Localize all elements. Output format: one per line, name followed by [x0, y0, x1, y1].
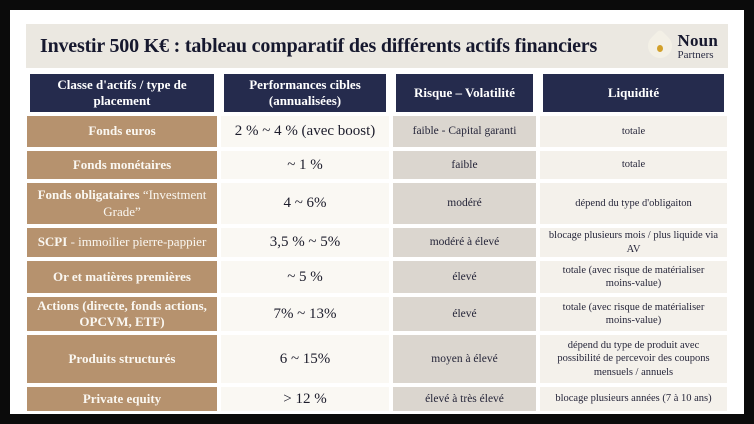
title-bar: Investir 500 K€ : tableau comparatif des… — [26, 24, 728, 68]
asset-class-cell: Fonds monétaires — [27, 151, 217, 179]
page-title: Investir 500 K€ : tableau comparatif des… — [40, 34, 598, 57]
performance-cell: 2 % ~ 4 % (avec boost) — [221, 116, 389, 147]
liquidity-cell: totale — [540, 116, 727, 147]
asset-class-cell: SCPI - immoilier pierre-pappier — [27, 228, 217, 257]
asset-class-cell: Actions (directe, fonds actions, OPCVM, … — [27, 297, 217, 331]
liquidity-cell: blocage plusieurs mois / plus liquide vi… — [540, 228, 727, 257]
comparison-table: Classe d'actifs / type de placement Perf… — [27, 74, 727, 411]
risk-cell: moyen à élevé — [393, 335, 536, 383]
asset-class-cell: Fonds obligataires “Investment Grade” — [27, 183, 217, 224]
risk-cell: faible - Capital garanti — [393, 116, 536, 147]
liquidity-cell: totale — [540, 151, 727, 179]
asset-class-cell: Produits structurés — [27, 335, 217, 383]
performance-cell: 3,5 % ~ 5% — [221, 228, 389, 257]
performance-cell: 6 ~ 15% — [221, 335, 389, 383]
liquidity-cell: totale (avec risque de matérialiser moin… — [540, 297, 727, 331]
liquidity-cell: totale (avec risque de matérialiser moin… — [540, 261, 727, 293]
column-header-performance: Performances cibles (annualisées) — [224, 74, 386, 112]
risk-cell: élevé à très élevé — [393, 387, 536, 411]
drop-logo-icon — [642, 29, 677, 63]
asset-class-cell: Or et matières premières — [27, 261, 217, 293]
risk-cell: modéré — [393, 183, 536, 224]
column-header-liquidity: Liquidité — [543, 74, 724, 112]
risk-cell: modéré à élevé — [393, 228, 536, 257]
risk-cell: élevé — [393, 261, 536, 293]
risk-cell: élevé — [393, 297, 536, 331]
column-header-risk: Risque – Volatilité — [396, 74, 533, 112]
performance-cell: ~ 5 % — [221, 261, 389, 293]
performance-cell: 7% ~ 13% — [221, 297, 389, 331]
liquidity-cell: dépend du type d'obligaiton — [540, 183, 727, 224]
performance-cell: 4 ~ 6% — [221, 183, 389, 224]
noun-partners-logo: Noun Partners — [642, 29, 721, 63]
performance-cell: ~ 1 % — [221, 151, 389, 179]
liquidity-cell: blocage plusieurs années (7 à 10 ans) — [540, 387, 727, 411]
performance-cell: > 12 % — [221, 387, 389, 411]
column-header-asset-class: Classe d'actifs / type de placement — [30, 74, 214, 112]
risk-cell: faible — [393, 151, 536, 179]
asset-class-cell: Fonds euros — [27, 116, 217, 147]
logo-name: Noun — [677, 30, 718, 50]
asset-class-cell: Private equity — [27, 387, 217, 411]
logo-tagline: Partners — [677, 48, 714, 61]
logo-text: Noun Partners — [678, 32, 719, 61]
liquidity-cell: dépend du type de produit avec possibili… — [540, 335, 727, 383]
